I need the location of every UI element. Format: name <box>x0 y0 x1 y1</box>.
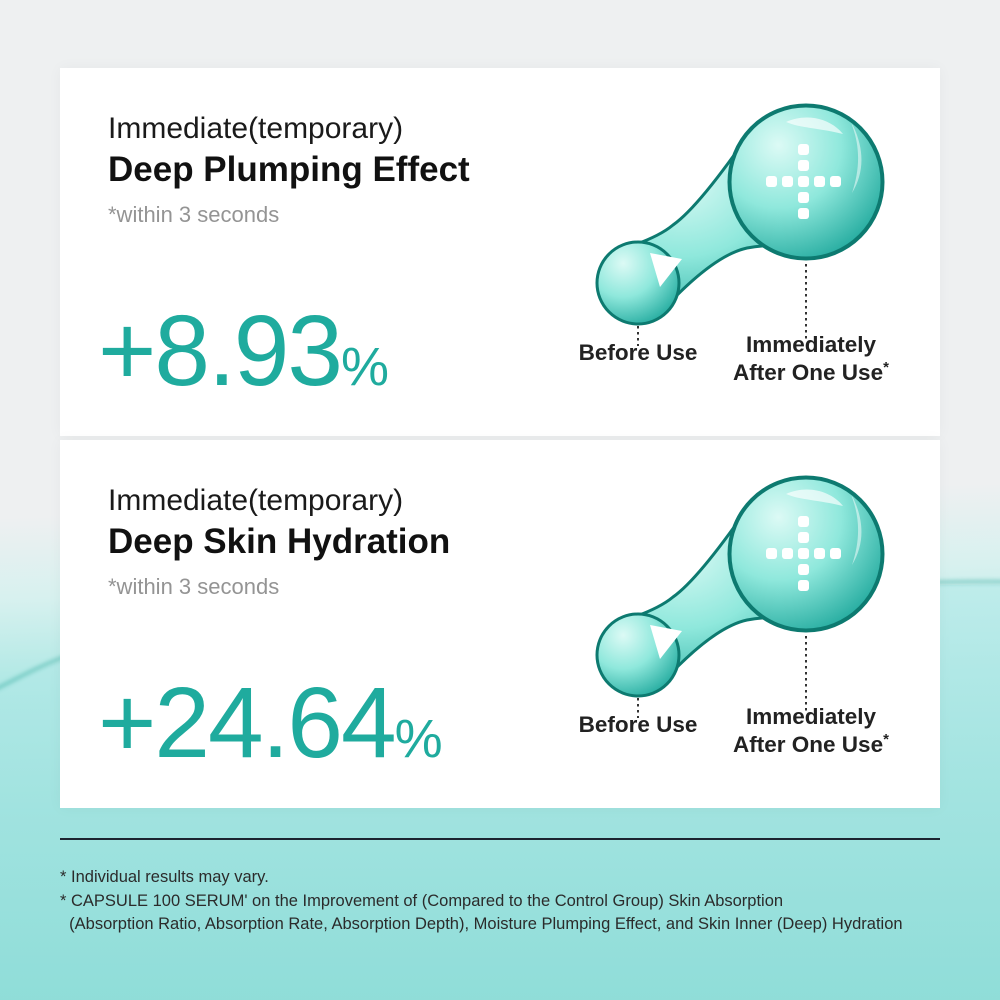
svg-text:Immediately: Immediately <box>746 704 877 729</box>
svg-text:Before Use: Before Use <box>579 712 698 737</box>
svg-text:After One Use*: After One Use* <box>733 731 889 757</box>
svg-text:Before Use: Before Use <box>579 340 698 365</box>
svg-text:Immediately: Immediately <box>746 332 877 357</box>
svg-text:After One Use*: After One Use* <box>733 359 889 385</box>
